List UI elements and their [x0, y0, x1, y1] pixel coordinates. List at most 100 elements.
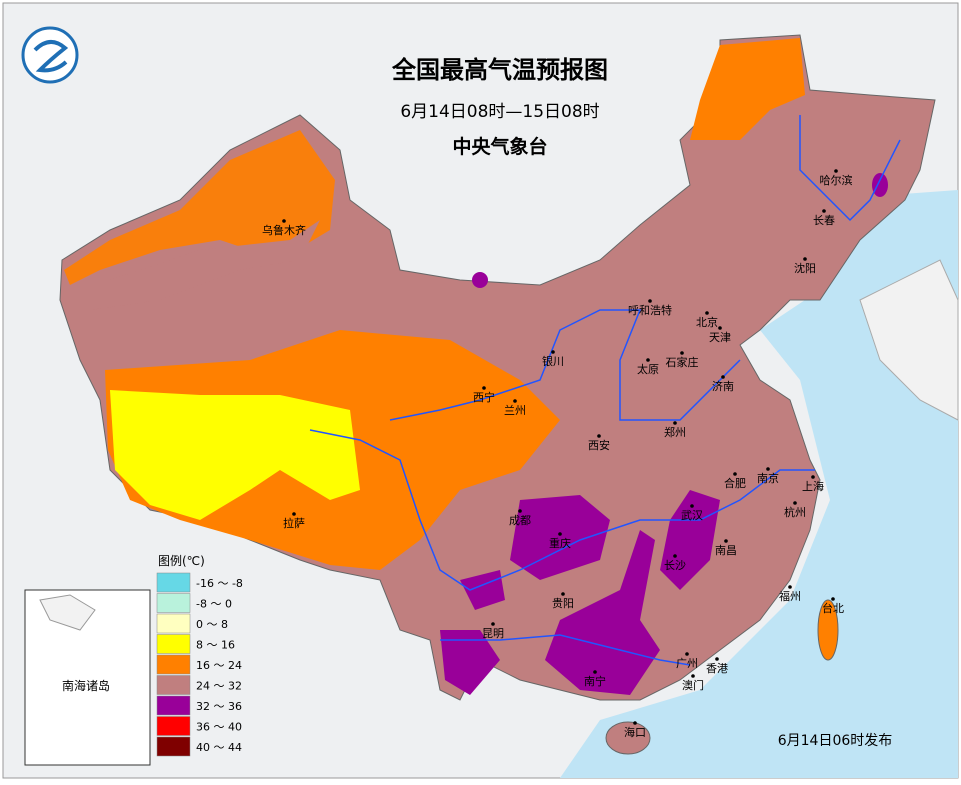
- legend-label: 16 ～ 24: [196, 659, 242, 672]
- legend-swatch: [156, 613, 191, 634]
- city-dot: [721, 375, 725, 379]
- logo-mark: [33, 40, 69, 73]
- legend-swatch: [156, 593, 191, 613]
- zone-orange: [690, 38, 805, 140]
- city-label: 石家庄: [666, 355, 699, 369]
- city-dot: [673, 554, 677, 558]
- river: [309, 429, 815, 591]
- city-label: 海口: [624, 725, 646, 739]
- city-label: 郑州: [664, 425, 686, 439]
- legend-swatch: [156, 654, 191, 675]
- city-dot: [803, 257, 807, 261]
- legend-swatch: [156, 572, 191, 593]
- city-label: 太原: [637, 363, 659, 376]
- city-dot: [690, 504, 694, 508]
- city-label: 呼和浩特: [628, 303, 672, 317]
- zone-brown: [90, 220, 320, 310]
- city-label: 上海: [802, 479, 824, 493]
- taiwan: [817, 599, 839, 661]
- city-dot: [718, 326, 722, 330]
- city-dot: [680, 351, 684, 355]
- logo: [21, 26, 79, 84]
- legend-label: 40 ～ 44: [196, 741, 242, 754]
- city-dot: [292, 512, 296, 516]
- city-dot: [822, 209, 826, 213]
- city-label: 重庆: [549, 536, 571, 550]
- city-dot: [766, 467, 770, 471]
- city-dot: [593, 670, 597, 674]
- city-label: 南宁: [584, 674, 606, 688]
- korea: [859, 259, 959, 421]
- city-label: 沈阳: [794, 261, 816, 275]
- legend-label: -8 ～ 0: [196, 598, 232, 611]
- city-label: 天津: [709, 331, 731, 344]
- city-label: 昆明: [482, 627, 504, 640]
- zone-purple: [545, 530, 660, 695]
- zone-yellow: [110, 390, 360, 520]
- city-dot: [648, 299, 652, 303]
- city-label: 杭州: [784, 505, 806, 519]
- city-label: 济南: [712, 379, 734, 393]
- city-dot: [733, 472, 737, 476]
- city-dot: [482, 386, 486, 390]
- city-dot: [518, 509, 522, 513]
- city-dot: [705, 311, 709, 315]
- city-label: 合肥: [724, 476, 746, 490]
- city-label: 银川: [542, 354, 564, 368]
- city-dot: [788, 585, 792, 589]
- hainan: [605, 721, 651, 755]
- zone-purple: [872, 173, 888, 197]
- inset-land: [39, 594, 96, 631]
- city-label: 拉萨: [283, 516, 305, 530]
- legend-label: 0 ～ 8: [196, 618, 228, 631]
- legend-swatch: [156, 675, 191, 695]
- city-dot: [633, 721, 637, 725]
- city-dot: [561, 592, 565, 596]
- city-label: 北京: [696, 315, 718, 329]
- city-dot: [831, 597, 835, 601]
- legend-swatch: [156, 736, 191, 757]
- title: 全国最高气温预报图: [391, 56, 608, 84]
- city-label: 长沙: [664, 559, 686, 572]
- zone-purple: [660, 490, 720, 590]
- city-label: 乌鲁木齐: [262, 223, 306, 237]
- legend-title: 图例(℃): [158, 554, 205, 568]
- city-label: 兰州: [504, 404, 526, 417]
- city-label: 南昌: [715, 544, 737, 557]
- city-dot: [685, 652, 689, 656]
- sea: [560, 190, 958, 778]
- legend-label: 36 ～ 40: [196, 721, 242, 734]
- city-dot: [597, 434, 601, 438]
- legend-swatch: [156, 716, 191, 736]
- zone-purple: [440, 630, 500, 695]
- city-label: 哈尔滨: [820, 173, 853, 187]
- city-label: 香港: [706, 662, 728, 675]
- city-dot: [793, 501, 797, 505]
- subtitle: 6月14日08时—15日08时: [400, 102, 599, 122]
- city-dot: [811, 475, 815, 479]
- issuer: 中央气象台: [452, 135, 547, 158]
- legend-label: 24 ～ 32: [196, 680, 242, 693]
- city-label: 西宁: [473, 390, 495, 404]
- legend-label: -16 ～ -8: [196, 577, 243, 590]
- city-label: 广州: [676, 657, 698, 670]
- city-label: 福州: [779, 589, 801, 603]
- city-dot: [724, 539, 728, 543]
- legend-label: 8 ～ 16: [196, 639, 235, 652]
- river: [440, 634, 691, 666]
- inset-box: [24, 589, 151, 766]
- city-label: 贵阳: [552, 597, 574, 610]
- legend-label: 32 ～ 36: [196, 700, 242, 713]
- city-dot: [715, 657, 719, 661]
- city-dot: [691, 674, 695, 678]
- city-dot: [673, 421, 677, 425]
- city-label: 长春: [813, 214, 835, 227]
- river: [389, 309, 741, 421]
- city-label: 澳门: [682, 678, 704, 692]
- footer: 6月14日06时发布: [778, 733, 893, 749]
- zone-purple: [510, 495, 610, 580]
- legend-swatch: [156, 695, 191, 716]
- city-label: 南京: [757, 471, 779, 485]
- inset-label: 南海诸岛: [62, 678, 110, 693]
